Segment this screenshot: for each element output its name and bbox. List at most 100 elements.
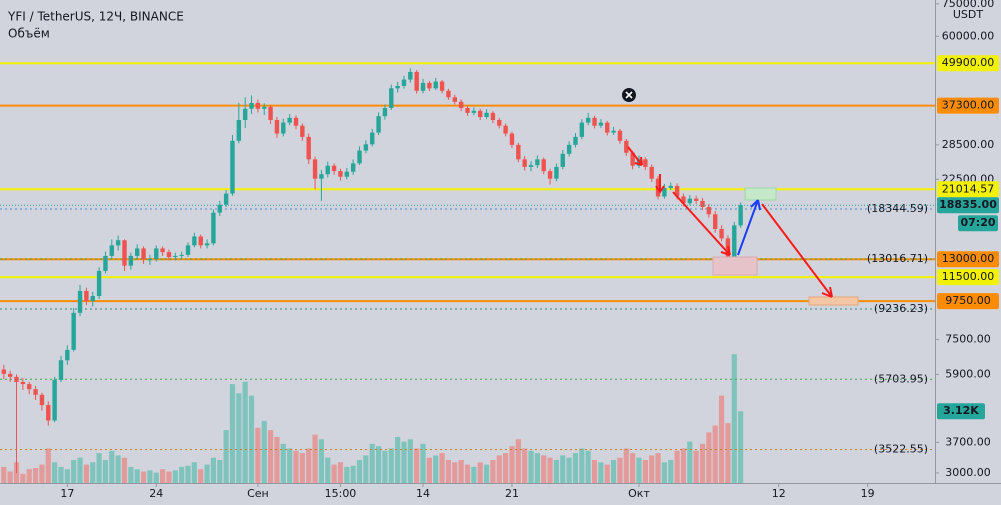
volume-bar — [248, 395, 255, 483]
volume-bar — [172, 470, 178, 483]
volume-bar — [128, 466, 134, 483]
volume-bar — [280, 443, 286, 483]
volume-bar — [712, 425, 718, 483]
arrow — [627, 146, 643, 166]
candle-body — [401, 79, 407, 86]
y-tick-label: 5900.00 — [945, 367, 991, 380]
candle-body — [573, 136, 578, 145]
candle-body — [700, 200, 705, 208]
candle-body — [446, 90, 451, 98]
volume-bar — [541, 455, 547, 483]
candle-body — [693, 198, 699, 201]
candle-body — [490, 112, 496, 120]
candle-body — [185, 245, 191, 255]
candle-body — [579, 122, 585, 137]
volume-bar — [293, 450, 299, 483]
candle-body — [585, 117, 591, 123]
volume-bar — [604, 464, 610, 483]
arrow — [737, 199, 761, 256]
volume-bar — [198, 469, 204, 483]
volume-bar — [350, 465, 356, 483]
volume-bar — [217, 460, 223, 483]
candle-body — [420, 82, 426, 91]
volume-bar — [560, 455, 566, 483]
candle-body — [204, 243, 210, 246]
x-tick-label: 19 — [861, 487, 875, 500]
volume-bar — [617, 457, 623, 483]
x-tick-label: Окт — [628, 487, 650, 500]
volume-bar — [90, 462, 96, 483]
candle-body — [471, 110, 477, 113]
volume-bar — [471, 466, 477, 483]
volume-bar — [490, 460, 496, 483]
volume-bar — [191, 462, 197, 483]
volume-bar — [96, 453, 102, 483]
candle-body — [141, 248, 146, 260]
y-tick-label: 28500.00 — [942, 138, 995, 151]
volume-bar — [325, 457, 331, 483]
candle-body — [115, 240, 121, 246]
volume-bar — [483, 464, 490, 483]
volume-bar — [140, 471, 147, 483]
price-axis: 75000.0060000.0028500.0022500.007500.005… — [935, 0, 999, 479]
level-label: (3522.55) — [874, 443, 928, 456]
volume-bar — [109, 450, 115, 483]
volume-bar — [185, 465, 191, 483]
volume-bar — [77, 457, 83, 483]
candle-body — [122, 240, 127, 266]
candle-body — [566, 144, 572, 154]
unit-label: USDT — [953, 8, 984, 21]
candle-body — [643, 159, 648, 167]
volume-bar — [306, 448, 312, 483]
target-box — [744, 187, 777, 201]
candle-body — [363, 144, 369, 151]
candle-body — [281, 122, 286, 134]
candle-body — [90, 296, 95, 302]
candle-body — [223, 193, 229, 205]
close-icon-cross — [625, 91, 633, 99]
volume-bar — [738, 411, 744, 483]
y-tick-label: 7500.00 — [945, 332, 991, 345]
volume-bar — [7, 471, 13, 483]
candle-body — [242, 108, 248, 120]
volume-bar — [20, 473, 26, 483]
candle-body — [96, 270, 102, 297]
level-label: 13000.00 — [942, 252, 995, 265]
volume-bar — [344, 466, 350, 483]
x-tick-label: 21 — [505, 487, 519, 500]
level-label: 9750.00 — [945, 294, 991, 307]
target-box — [808, 296, 859, 306]
volume-bar — [382, 450, 388, 483]
candle-body — [300, 125, 305, 137]
volume-bar — [706, 432, 712, 483]
arrow — [672, 191, 731, 256]
level-label-bg — [937, 55, 999, 72]
candle-body — [732, 225, 737, 258]
candle-body — [503, 125, 508, 134]
volume-bar — [134, 469, 140, 483]
volume-bar — [179, 466, 185, 483]
candle-body — [331, 165, 337, 172]
candle-body — [287, 117, 292, 123]
level-label: (13016.71) — [867, 252, 928, 265]
candle-body — [312, 159, 318, 179]
volume-bar — [64, 469, 70, 483]
price-label: 18835.00 — [939, 198, 997, 211]
volume-bar — [153, 472, 159, 483]
volume-label: 3.12K — [943, 404, 979, 417]
candle-body — [617, 130, 623, 141]
volume-bar — [39, 464, 45, 483]
candle-body — [433, 81, 438, 89]
candle-body — [198, 236, 203, 246]
candle-body — [7, 373, 13, 377]
candle-body — [497, 119, 502, 126]
candle-body — [713, 214, 718, 229]
candle-body — [662, 187, 667, 197]
level-label: 49900.00 — [942, 56, 995, 69]
candle-body — [605, 122, 610, 133]
candle-body — [598, 122, 604, 126]
candle-body — [109, 245, 114, 256]
volume-bar — [477, 462, 483, 483]
level-label: (9236.23) — [874, 302, 928, 315]
y-tick-label: 3700.00 — [945, 435, 991, 448]
